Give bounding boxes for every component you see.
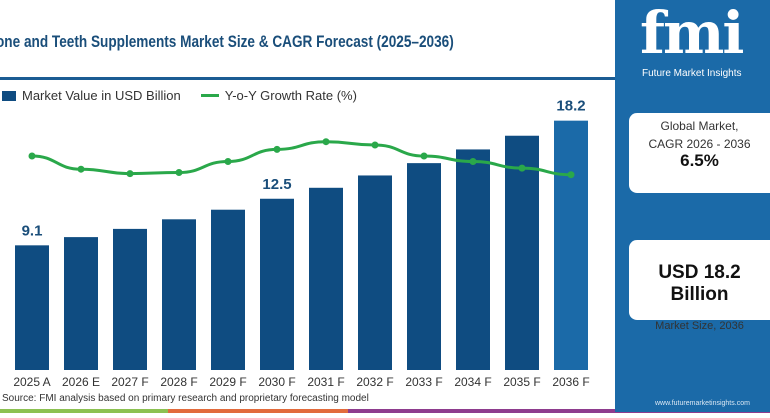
x-tick-label: 2031 F xyxy=(307,375,344,389)
x-tick-label: 2027 F xyxy=(111,375,148,389)
strip-green xyxy=(0,409,168,413)
logo-subtitle: Future Market Insights xyxy=(642,68,742,79)
x-tick-label: 2029 F xyxy=(209,375,246,389)
x-tick-label: 2034 F xyxy=(454,375,491,389)
bar xyxy=(64,237,98,370)
bar xyxy=(113,228,147,370)
growth-point xyxy=(322,138,330,146)
growth-point xyxy=(371,141,379,149)
growth-point xyxy=(126,170,134,178)
x-tick-label: 2035 F xyxy=(503,375,540,389)
growth-point xyxy=(469,158,477,165)
market-size-card: USD 18.2 Billion Market Size, 2036 xyxy=(629,240,770,332)
x-tick-label: 2030 F xyxy=(258,375,295,389)
growth-point xyxy=(420,152,428,160)
legend: Market Value in USD Billion Y-o-Y Growth… xyxy=(2,88,357,103)
legend-line-label: Y-o-Y Growth Rate (%) xyxy=(224,88,357,103)
website-url: www.futuremarketinsights.com xyxy=(655,400,750,407)
data-label: 18.2 xyxy=(556,98,585,115)
x-tick-label: 2025 A xyxy=(13,375,50,389)
cagr-card: Global Market, CAGR 2026 - 2036 6.5% xyxy=(629,113,770,193)
legend-bar-swatch xyxy=(2,90,16,101)
x-tick-label: 2026 E xyxy=(62,375,100,389)
cagr-label-2: CAGR 2026 - 2036 xyxy=(648,137,751,151)
bar xyxy=(456,149,490,370)
cagr-label-1: Global Market, xyxy=(660,119,739,133)
data-label: 12.5 xyxy=(262,176,291,193)
fmi-logo: fmi xyxy=(640,0,744,67)
side-panel: fmi Future Market Insights Global Market… xyxy=(615,0,770,412)
bar xyxy=(358,175,392,370)
bar xyxy=(505,135,539,370)
bar xyxy=(211,209,245,370)
chart-title: one and Teeth Supplements Market Size & … xyxy=(0,32,454,51)
market-size-label: Market Size, 2036 xyxy=(655,320,744,332)
growth-point xyxy=(518,164,526,172)
growth-point xyxy=(28,152,36,160)
bar xyxy=(15,245,49,370)
strip-orange xyxy=(168,409,348,413)
growth-point xyxy=(77,165,85,173)
growth-point xyxy=(567,171,575,179)
growth-point xyxy=(273,145,281,153)
title-divider xyxy=(0,77,615,80)
bar xyxy=(554,120,588,370)
x-tick-label: 2036 F xyxy=(552,375,589,389)
bar xyxy=(407,163,441,370)
data-label: 9.1 xyxy=(22,222,43,239)
cagr-value: 6.5% xyxy=(680,151,719,170)
x-tick-label: 2033 F xyxy=(405,375,442,389)
x-tick-label: 2032 F xyxy=(356,375,393,389)
bar xyxy=(309,187,343,370)
growth-line xyxy=(31,140,572,177)
market-size-value: USD 18.2 Billion xyxy=(658,262,741,305)
growth-point xyxy=(224,158,232,165)
x-tick-label: 2028 F xyxy=(160,375,197,389)
chart-plot: 9.1 2025 A 2026 E 2027 F 2028 F 2029 F 12.5 203… xyxy=(13,98,589,389)
legend-line-swatch xyxy=(200,94,219,97)
strip-purple xyxy=(348,409,770,413)
legend-bar-label: Market Value in USD Billion xyxy=(22,88,181,103)
source-note: Source: FMI analysis based on primary re… xyxy=(2,393,369,404)
bar xyxy=(260,198,294,370)
growth-point xyxy=(175,169,183,176)
bar xyxy=(162,219,196,370)
